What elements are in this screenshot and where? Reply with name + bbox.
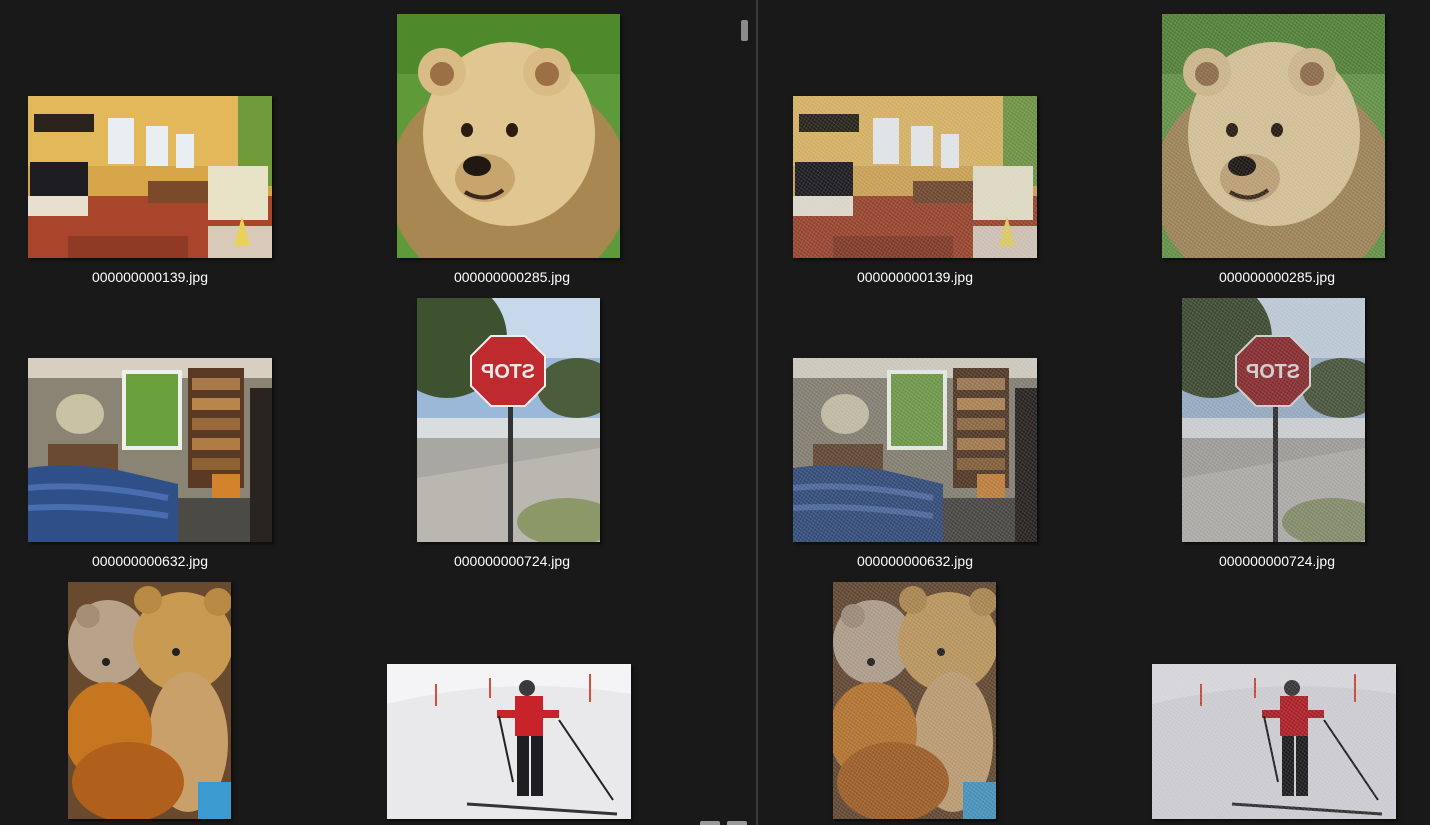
thumbnail-living-room-noisy[interactable] (793, 96, 1037, 258)
scrollbar-thumb[interactable] (741, 20, 748, 41)
bear-noisy-image (1162, 14, 1385, 258)
skier-noisy-image (1152, 664, 1396, 819)
living-room-noisy-image (793, 96, 1037, 258)
thumbnail-teddy-bears-noisy[interactable] (833, 582, 996, 819)
thumbnail-bedroom-noisy[interactable] (793, 358, 1037, 542)
file-name-label: 000000000724.jpg (453, 553, 570, 569)
left-file-pane[interactable]: 000000000139.jpg 000000000285.jpg (0, 0, 757, 825)
svg-text:STOP: STOP (1246, 361, 1300, 383)
file-name-label: 000000000632.jpg (91, 553, 208, 569)
scroll-down-button[interactable] (700, 821, 720, 825)
file-name-label: 000000000139.jpg (91, 269, 208, 285)
stop-sign-noisy-image: STOP (1182, 298, 1365, 542)
scroll-corner-button[interactable] (727, 821, 747, 825)
thumbnail-bear[interactable] (397, 14, 620, 258)
bedroom-image (28, 358, 272, 542)
thumbnail-skier-noisy[interactable] (1152, 664, 1396, 819)
thumbnail-bedroom[interactable] (28, 358, 272, 542)
file-name-label: 000000000285.jpg (453, 269, 570, 285)
pane-divider[interactable] (756, 0, 758, 825)
svg-text:STOP: STOP (481, 361, 535, 383)
thumbnail-skier[interactable] (387, 664, 631, 819)
file-name-label: 000000000139.jpg (856, 269, 973, 285)
stop-sign-image: STOP (417, 298, 600, 542)
bedroom-noisy-image (793, 358, 1037, 542)
teddy-bears-noisy-image (833, 582, 996, 819)
file-name-label: 000000000285.jpg (1218, 269, 1335, 285)
bear-image (397, 14, 620, 258)
teddy-bears-image (68, 582, 231, 819)
thumbnail-living-room[interactable] (28, 96, 272, 258)
thumbnail-stop-sign[interactable]: STOP (417, 298, 600, 542)
thumbnail-stop-sign-noisy[interactable]: STOP (1182, 298, 1365, 542)
file-name-label: 000000000632.jpg (856, 553, 973, 569)
skier-image (387, 664, 631, 819)
thumbnail-teddy-bears[interactable] (68, 582, 231, 819)
thumbnail-bear-noisy[interactable] (1162, 14, 1385, 258)
living-room-image (28, 96, 272, 258)
file-name-label: 000000000724.jpg (1218, 553, 1335, 569)
right-file-pane[interactable]: 000000000139.jpg 000000000285.jpg (758, 0, 1430, 825)
